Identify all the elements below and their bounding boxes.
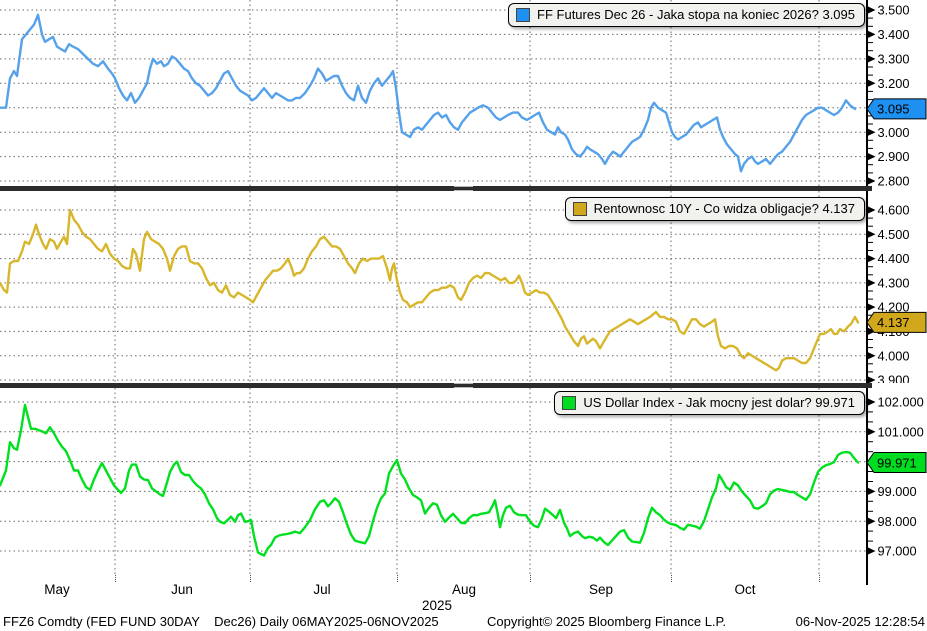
tick-arrow-icon [867,303,876,312]
y-tick-label: 4.500 [878,227,910,242]
us-dollar-index-y-axis: 102.000 101.000 99.000 98.000 97.000 99.971 [866,388,927,575]
legend-swatch-icon [572,201,587,216]
y-tick-label: 4.400 [878,251,910,266]
x-tick [397,575,399,582]
y-tick-label: 3.500 [878,3,910,18]
y-tick-label: 102.000 [878,395,924,410]
last-price-badge [866,452,927,473]
rentownosc-10y-plot-area[interactable]: Rentownosc 10Y - Co widza obligacje? 4.1… [0,191,866,383]
legend-us-dollar-index[interactable]: US Dollar Index - Jak mocny jest dolar? … [554,391,865,415]
tick-arrow-icon [867,6,876,14]
legend-label: FF Futures Dec 26 - Jaka stopa na koniec… [537,7,855,22]
tick-arrow-icon [867,327,876,336]
last-price-badge-label: 99.971 [877,455,917,470]
tick-arrow-icon [867,254,876,263]
y-tick-label: 2.900 [878,149,910,164]
tick-arrow-icon [867,206,876,214]
x-axis-year-label: 2025 [421,598,453,613]
ff-futures-line [0,13,857,173]
x-tick [250,575,252,582]
ff-futures-chart-canvas [0,0,866,186]
x-tick [671,575,673,582]
tick-arrow-icon [867,376,876,383]
y-tick-label: 3.900 [878,373,910,383]
tick-arrow-icon [867,230,876,239]
y-tick-label: 4.300 [878,276,910,291]
y-tick-label: 3.000 [878,125,910,140]
tick-arrow-icon [867,427,876,436]
rentownosc-10y-line [0,208,860,372]
tick-arrow-icon [867,351,876,360]
footer-security-info: FFZ6 Comdty (FED FUND 30DAY Dec26) Daily… [3,614,439,629]
tick-arrow-icon [867,177,876,185]
y-tick-label: 2.800 [878,174,910,186]
panel-us-dollar-index: US Dollar Index - Jak mocny jest dolar? … [0,388,927,575]
footer-timestamp: 06-Nov-2025 12:28:54 [795,614,925,629]
y-tick-label: 101.000 [878,424,924,439]
legend-label: Rentownosc 10Y - Co widza obligacje? 4.1… [593,201,855,216]
footer: FFZ6 Comdty (FED FUND 30DAY Dec26) Daily… [0,613,927,631]
tick-arrow-icon [867,30,876,39]
legend-rentownosc-10y[interactable]: Rentownosc 10Y - Co widza obligacje? 4.1… [564,197,865,221]
y-tick-label: 3.200 [878,76,910,91]
tick-arrow-icon [867,152,876,161]
us-dollar-index-chart-canvas [0,388,866,575]
tick-arrow-icon [867,278,876,287]
tick-arrow-icon [867,487,876,496]
x-axis: 2025 May Jun Jul Aug Sep Oct [0,575,927,613]
panel-ff-futures: FF Futures Dec 26 - Jaka stopa na koniec… [0,0,927,186]
us-dollar-index-line [0,403,860,557]
footer-copyright: Copyright© 2025 Bloomberg Finance L.P. [487,614,727,629]
legend-swatch-icon [516,7,531,22]
divider-grip-icon[interactable] [454,383,473,388]
rentownosc-10y-chart-canvas [0,191,866,383]
us-dollar-index-y-axis-canvas: 102.000 101.000 99.000 98.000 97.000 99.971 [866,388,927,575]
x-tick [819,575,821,582]
month-label: Oct [734,582,756,597]
y-tick-label: 99.000 [878,484,917,499]
month-label: Jul [313,582,331,597]
y-tick-label: 4.200 [878,300,910,315]
tick-arrow-icon [867,547,876,555]
x-tick [115,575,117,582]
month-label: Aug [451,582,477,597]
last-price-badge-label: 4.137 [877,315,910,330]
month-label: Sep [588,582,614,597]
y-tick-label: 3.300 [878,52,910,67]
last-price-badge-label: 3.095 [877,102,910,117]
tick-arrow-icon [867,79,876,88]
legend-label: US Dollar Index - Jak mocny jest dolar? … [583,395,855,410]
y-tick-label: 3.400 [878,27,910,42]
tick-arrow-icon [867,517,876,526]
last-price-badge [866,98,927,120]
ff-futures-y-axis: 3.500 3.400 3.300 3.200 3.000 2.900 2.800 3.095 [866,0,927,186]
us-dollar-index-plot-area[interactable]: US Dollar Index - Jak mocny jest dolar? … [0,388,866,575]
tick-arrow-icon [867,54,876,63]
y-tick-label: 4.600 [878,203,910,218]
panel-divider [0,186,872,191]
rentownosc-10y-y-axis: 4.6004.5004.4004.3004.2004.1004.0003.900… [866,191,927,383]
divider-grip-icon[interactable] [454,186,473,191]
month-label: May [44,582,70,597]
x-axis-end-tick [866,575,868,585]
ff-futures-plot-area[interactable]: FF Futures Dec 26 - Jaka stopa na koniec… [0,0,866,186]
y-tick-label: 97.000 [878,544,917,559]
tick-arrow-icon [867,398,876,406]
y-tick-label: 4.000 [878,348,910,363]
x-tick [530,575,532,582]
month-label: Jun [171,582,193,597]
tick-arrow-icon [867,128,876,137]
panel-divider [0,383,872,388]
panel-rentownosc-10y: Rentownosc 10Y - Co widza obligacje? 4.1… [0,191,927,383]
y-tick-label: 98.000 [878,514,917,529]
legend-ff-futures[interactable]: FF Futures Dec 26 - Jaka stopa na koniec… [508,3,865,27]
legend-swatch-icon [562,395,577,410]
rentownosc-10y-y-axis-canvas: 4.6004.5004.4004.3004.2004.1004.0003.900… [866,191,927,383]
ff-futures-y-axis-canvas: 3.500 3.400 3.300 3.200 3.000 2.900 2.800 3.095 [866,0,927,186]
last-price-badge [866,311,927,333]
